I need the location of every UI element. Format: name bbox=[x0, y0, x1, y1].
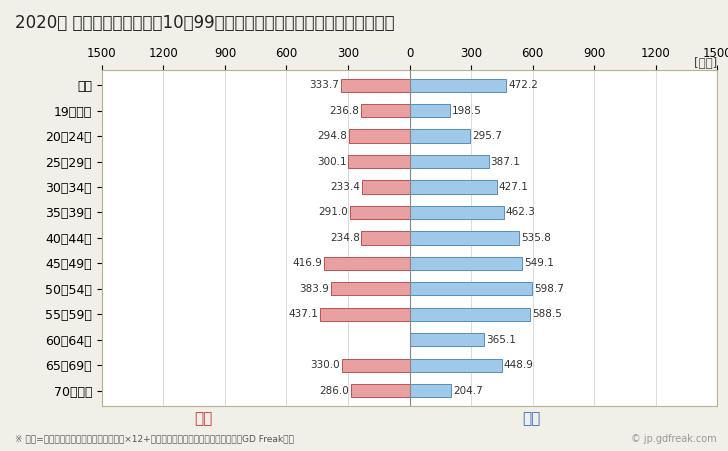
Text: [万円]: [万円] bbox=[694, 57, 717, 70]
Text: 198.5: 198.5 bbox=[452, 106, 482, 115]
Text: 233.4: 233.4 bbox=[330, 182, 360, 192]
Bar bbox=[410, 359, 502, 372]
Bar bbox=[410, 155, 489, 168]
Text: 598.7: 598.7 bbox=[534, 284, 563, 294]
Bar bbox=[350, 206, 410, 219]
Text: 295.7: 295.7 bbox=[472, 131, 502, 141]
Bar bbox=[361, 231, 410, 244]
Text: 535.8: 535.8 bbox=[521, 233, 551, 243]
Bar bbox=[410, 384, 451, 397]
Text: 437.1: 437.1 bbox=[288, 309, 318, 319]
Bar bbox=[351, 384, 410, 397]
Text: 286.0: 286.0 bbox=[320, 386, 349, 396]
Text: 416.9: 416.9 bbox=[293, 258, 323, 268]
Bar bbox=[331, 282, 410, 295]
Text: 291.0: 291.0 bbox=[318, 207, 348, 217]
Text: 387.1: 387.1 bbox=[491, 156, 521, 166]
Text: 234.8: 234.8 bbox=[330, 233, 360, 243]
Bar bbox=[410, 308, 530, 321]
Bar bbox=[341, 78, 410, 92]
Text: 236.8: 236.8 bbox=[330, 106, 360, 115]
Text: 330.0: 330.0 bbox=[311, 360, 340, 370]
Bar bbox=[410, 282, 532, 295]
Text: 472.2: 472.2 bbox=[508, 80, 538, 90]
Bar bbox=[410, 231, 519, 244]
Bar bbox=[410, 180, 497, 193]
Bar bbox=[324, 257, 410, 270]
Bar bbox=[410, 333, 484, 346]
Text: 365.1: 365.1 bbox=[486, 335, 516, 345]
Bar bbox=[410, 104, 450, 117]
Text: 383.9: 383.9 bbox=[299, 284, 329, 294]
Bar bbox=[410, 257, 522, 270]
Bar bbox=[361, 104, 410, 117]
Text: ※ 年収=「きまって支給する現金給与額」×12+「年間賞与その他特別給与額」としてGD Freak推計: ※ 年収=「きまって支給する現金給与額」×12+「年間賞与その他特別給与額」とし… bbox=[15, 434, 293, 443]
Text: 男性: 男性 bbox=[522, 411, 541, 426]
Text: 448.9: 448.9 bbox=[503, 360, 533, 370]
Text: 427.1: 427.1 bbox=[499, 182, 529, 192]
Text: 462.3: 462.3 bbox=[506, 207, 536, 217]
Text: 2020年 民間企業（従業者数10～99人）フルタイム労働者の男女別平均年収: 2020年 民間企業（従業者数10～99人）フルタイム労働者の男女別平均年収 bbox=[15, 14, 394, 32]
Bar bbox=[410, 206, 505, 219]
Bar bbox=[362, 180, 410, 193]
Text: 333.7: 333.7 bbox=[309, 80, 339, 90]
Text: 588.5: 588.5 bbox=[532, 309, 562, 319]
Bar bbox=[342, 359, 410, 372]
Bar bbox=[348, 155, 410, 168]
Bar bbox=[410, 78, 507, 92]
Bar bbox=[320, 308, 410, 321]
Text: 300.1: 300.1 bbox=[317, 156, 347, 166]
Text: © jp.gdfreak.com: © jp.gdfreak.com bbox=[631, 434, 717, 444]
Text: 女性: 女性 bbox=[194, 411, 213, 426]
Text: 549.1: 549.1 bbox=[523, 258, 553, 268]
Text: 204.7: 204.7 bbox=[453, 386, 483, 396]
Text: 294.8: 294.8 bbox=[317, 131, 347, 141]
Bar bbox=[349, 129, 410, 143]
Bar bbox=[410, 129, 470, 143]
